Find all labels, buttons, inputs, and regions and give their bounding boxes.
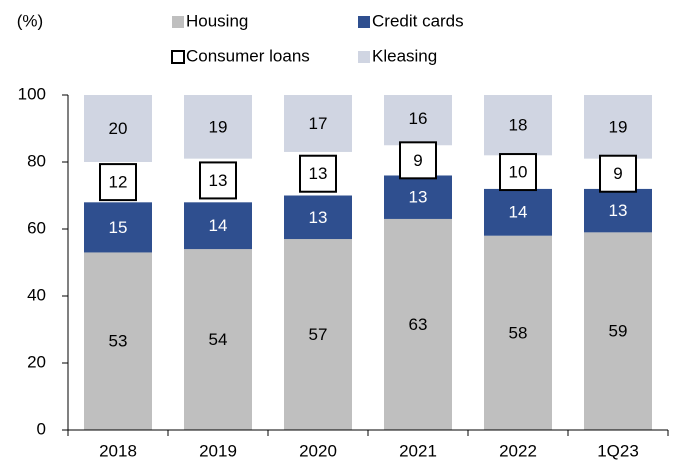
y-tick-label: 100 (18, 84, 46, 103)
data-label: 16 (409, 109, 428, 128)
data-label: 17 (309, 114, 328, 133)
x-tick-label: 2020 (299, 441, 337, 460)
plot-area (84, 95, 652, 430)
bar-segment (284, 195, 352, 240)
legend-swatch (358, 51, 370, 63)
y-tick-label: 60 (27, 218, 46, 237)
data-label: 54 (209, 330, 228, 349)
bar-segment (84, 252, 152, 430)
bar-segment (584, 232, 652, 430)
x-tick-label: 2021 (399, 441, 437, 460)
bar-segment (584, 95, 652, 159)
data-label: 63 (409, 315, 428, 334)
bar-segment (484, 95, 552, 156)
data-label: 14 (509, 203, 528, 222)
bar-segment (184, 202, 252, 250)
legend-swatch (358, 16, 370, 28)
data-label: 10 (509, 163, 528, 182)
data-label: 20 (109, 119, 128, 138)
label-box (599, 154, 637, 193)
y-tick-label: 20 (27, 352, 46, 371)
legend-swatch (172, 16, 184, 28)
data-label: 13 (309, 164, 328, 183)
data-label: 9 (413, 151, 422, 170)
bar-segment (184, 249, 252, 430)
data-label: 9 (613, 164, 622, 183)
y-tick-label: 40 (27, 285, 46, 304)
bar-segment (384, 175, 452, 219)
bar-segment (84, 202, 152, 253)
y-tick-label: 0 (37, 419, 46, 438)
data-label: 12 (109, 173, 128, 192)
label-box (299, 154, 337, 193)
bar-segment (184, 95, 252, 159)
bar-segment (584, 188, 652, 233)
bar-segment (284, 95, 352, 152)
label-box (499, 153, 537, 192)
data-label: 53 (109, 332, 128, 351)
data-label: 57 (309, 325, 328, 344)
label-box (199, 161, 237, 200)
legend-swatch (171, 50, 185, 64)
data-label: 58 (509, 323, 528, 342)
bar-segment (384, 95, 452, 146)
legend-label: Housing (186, 11, 248, 30)
y-axis-label: (%) (17, 11, 43, 30)
data-label: 19 (609, 117, 628, 136)
legend-label: Consumer loans (186, 46, 310, 65)
data-label: 14 (209, 216, 228, 235)
y-tick-label: 80 (27, 151, 46, 170)
data-label: 59 (609, 322, 628, 341)
x-tick-label: 2018 (99, 441, 137, 460)
data-label: 13 (609, 201, 628, 220)
bar-segment (484, 235, 552, 430)
data-label: 13 (409, 188, 428, 207)
label-box (399, 141, 437, 180)
x-tick-label: 2022 (499, 441, 537, 460)
data-label: 13 (309, 208, 328, 227)
legend-label: Kleasing (372, 46, 437, 65)
data-label: 19 (209, 117, 228, 136)
label-box (99, 163, 137, 202)
data-label: 18 (509, 116, 528, 135)
bar-segment (484, 188, 552, 236)
x-tick-label: 2019 (199, 441, 237, 460)
legend-label: Credit cards (372, 11, 464, 30)
bar-segment (284, 239, 352, 430)
bar-segment (84, 95, 152, 162)
x-tick-label: 1Q23 (597, 441, 639, 460)
bar-segment (384, 218, 452, 430)
data-label: 15 (109, 218, 128, 237)
data-label: 13 (209, 171, 228, 190)
